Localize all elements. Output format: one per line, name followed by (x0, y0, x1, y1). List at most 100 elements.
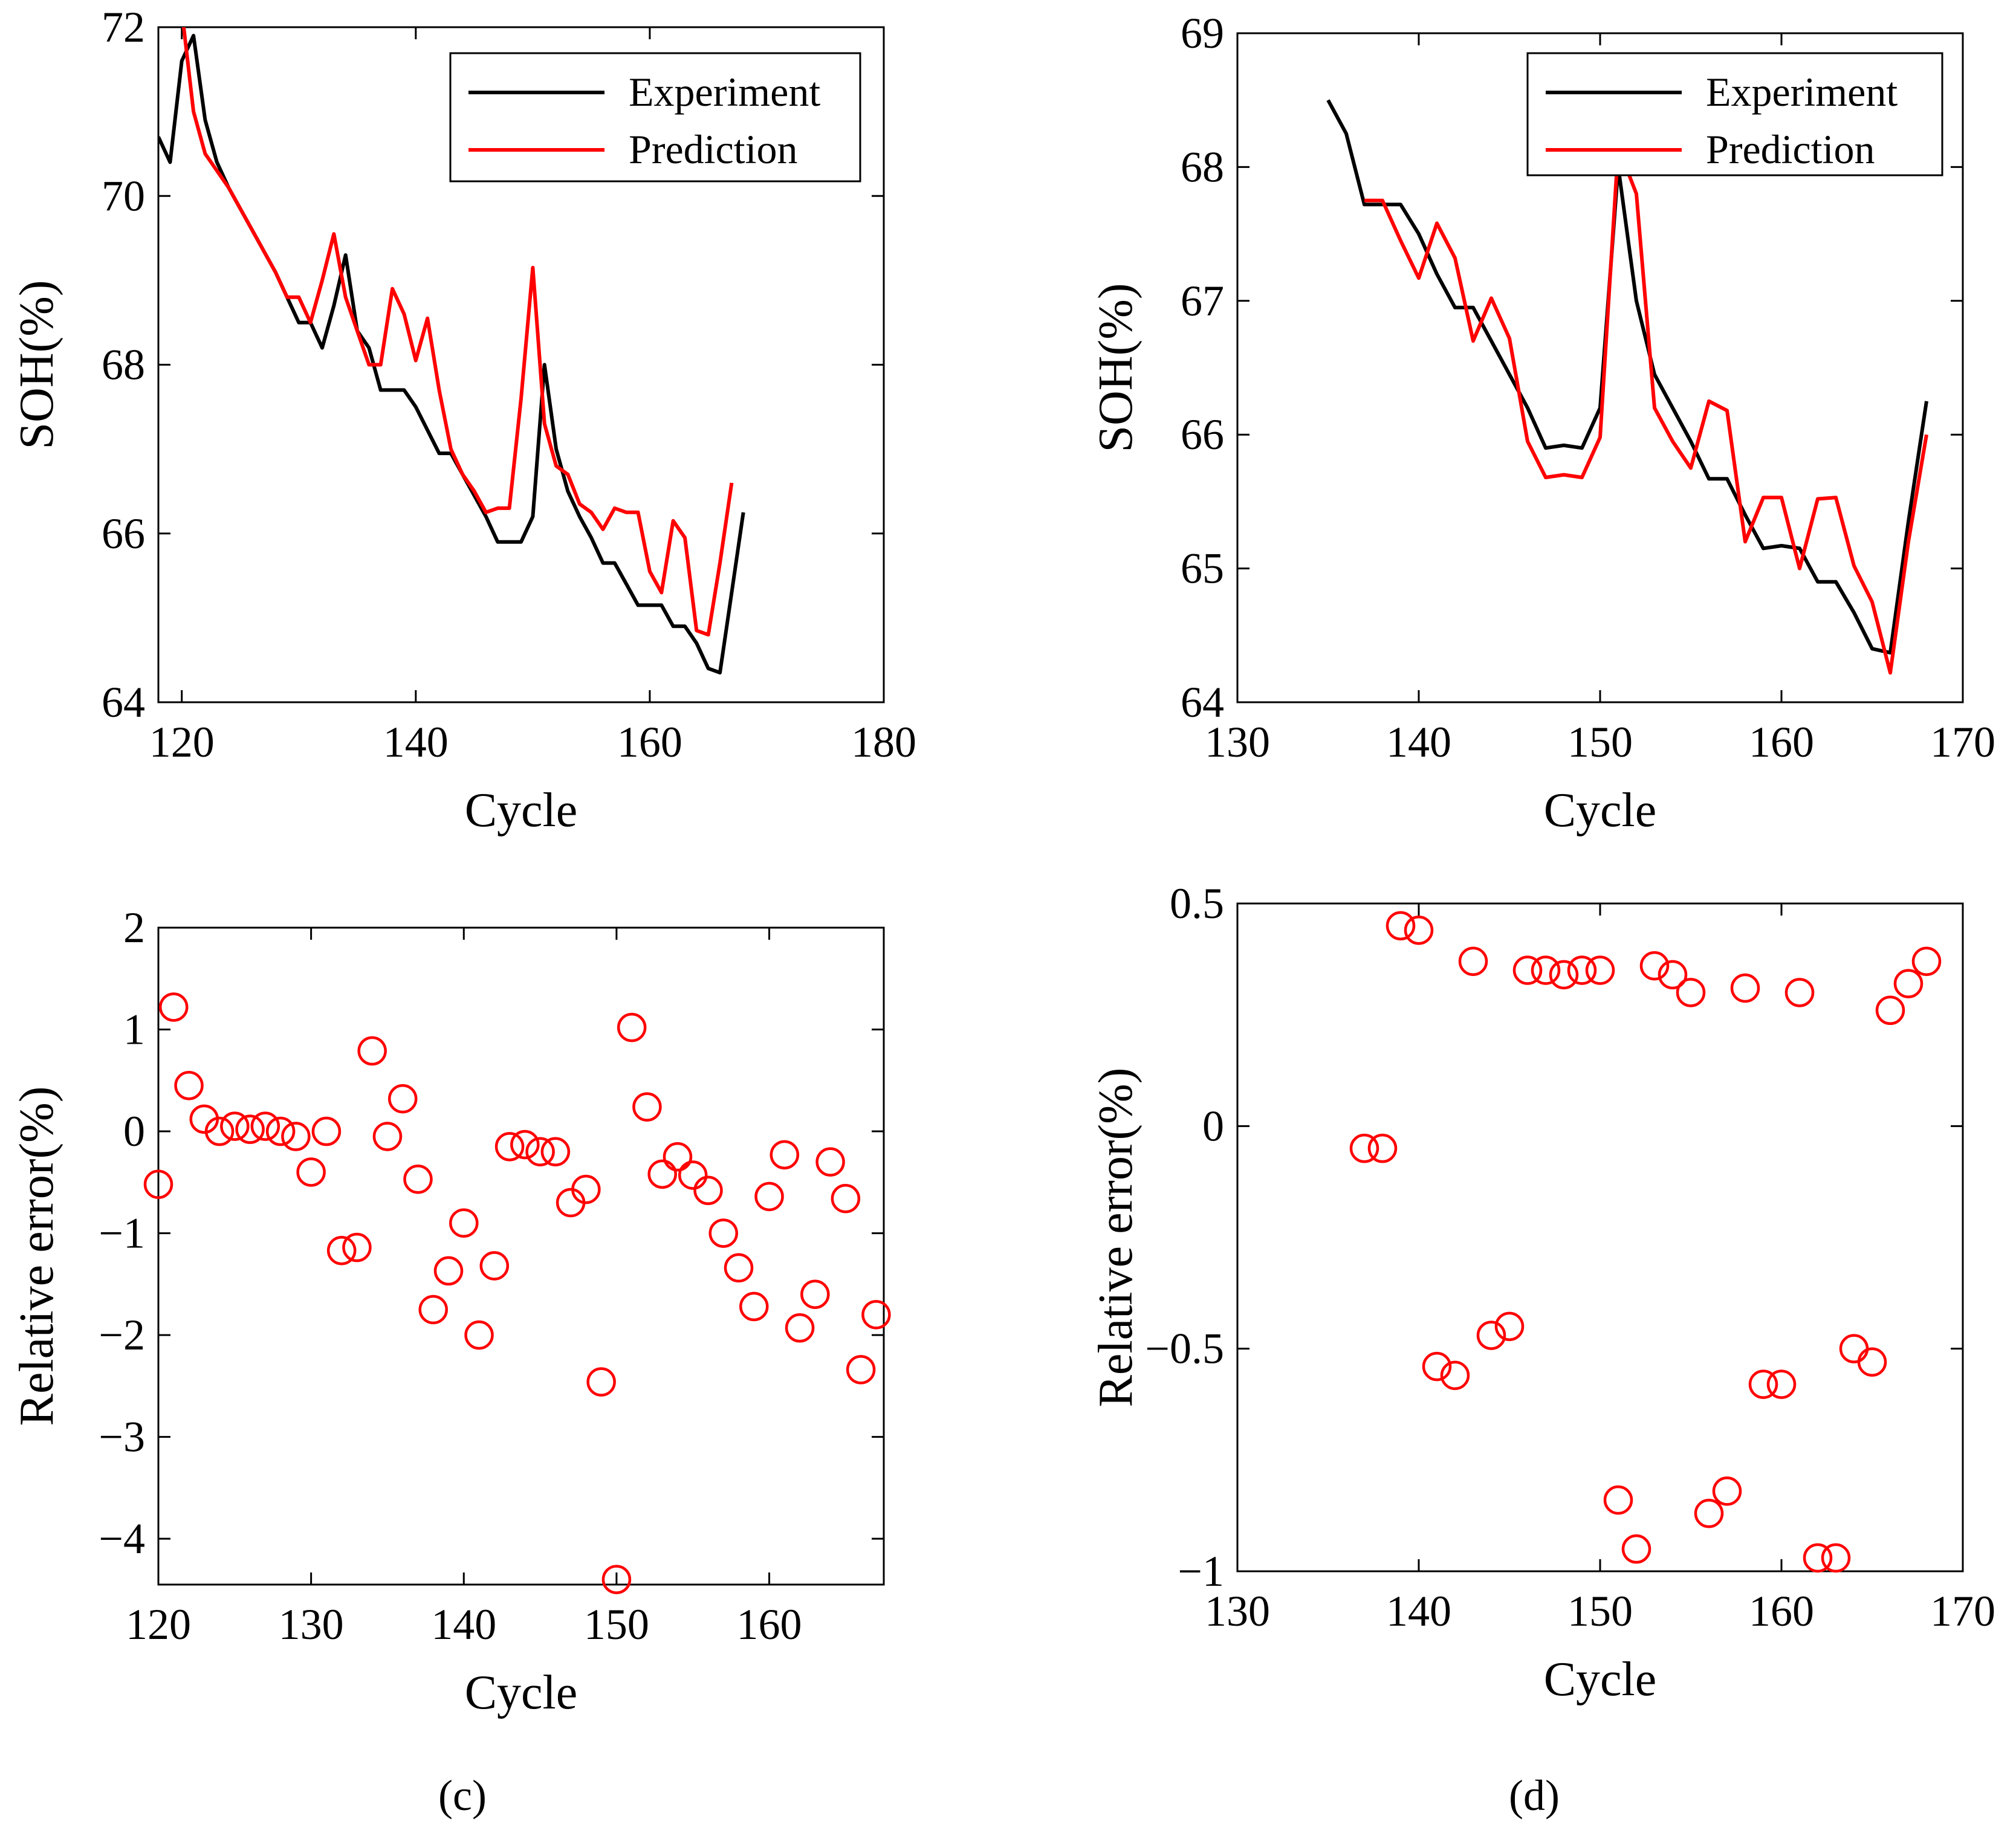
y-tick-label-d-3: 0.5 (1170, 879, 1224, 928)
y-axis-label-c: Relative error(%) (10, 1087, 63, 1426)
error-point-d-142 (1440, 1360, 1470, 1391)
series-line-b-prediction (1364, 145, 1928, 675)
error-point-c-124 (204, 1116, 235, 1146)
error-point-c-151 (617, 1012, 647, 1042)
error-point-d-151 (1603, 1485, 1633, 1515)
error-point-c-126 (235, 1114, 265, 1144)
x-tick-label-c-130: 130 (279, 1600, 344, 1649)
x-tick-label-b-140: 140 (1386, 718, 1451, 766)
x-tick-label-b-150: 150 (1567, 718, 1633, 766)
y-tick-label-d-1: −0.5 (1145, 1325, 1224, 1373)
y-tick-label-b-4: 68 (1181, 143, 1224, 191)
error-point-c-122 (174, 1070, 204, 1100)
error-point-d-150 (1585, 955, 1615, 985)
y-tick-label-d-2: 0 (1202, 1102, 1224, 1150)
error-point-d-149 (1567, 955, 1597, 985)
error-point-c-125 (220, 1111, 250, 1141)
error-point-d-168 (1911, 946, 1942, 977)
x-tick-label-c-120: 120 (126, 1600, 191, 1649)
caption-c: (c) (438, 1771, 487, 1820)
caption-d: (d) (1509, 1771, 1560, 1820)
legend-label-b-prediction: Prediction (1706, 126, 1875, 172)
error-point-c-145 (525, 1137, 555, 1167)
x-tick-label-a-180: 180 (851, 718, 916, 766)
legend-box-b (1526, 52, 1943, 176)
x-axis-label-b: Cycle (1544, 784, 1657, 837)
error-point-d-167 (1893, 969, 1924, 998)
y-axis-label-a: SOH(%) (10, 280, 63, 450)
error-point-c-158 (724, 1253, 754, 1283)
error-point-c-164 (815, 1147, 845, 1177)
legend-label-a-experiment: Experiment (629, 69, 820, 115)
error-point-c-161 (770, 1140, 800, 1170)
error-point-d-145 (1494, 1311, 1525, 1342)
y-tick-label-c-2: −2 (99, 1311, 145, 1359)
y-tick-label-a-4: 72 (102, 3, 145, 51)
error-point-d-147 (1531, 955, 1561, 985)
panel-b-soh-chart: 130 140 150 160 170 64 65 66 67 68 69 Cycle SOH(%) Ex… (1089, 9, 1995, 837)
y-tick-label-b-1: 65 (1181, 545, 1224, 593)
error-point-c-149 (586, 1367, 616, 1397)
error-point-d-158 (1730, 973, 1760, 1003)
x-axis-label-d: Cycle (1544, 1653, 1657, 1706)
error-point-d-152 (1621, 1534, 1651, 1564)
error-point-c-134 (357, 1036, 387, 1066)
y-tick-label-c-4: 0 (123, 1107, 145, 1155)
y-tick-label-a-0: 64 (102, 678, 145, 726)
error-point-c-135 (372, 1122, 403, 1151)
error-point-c-155 (678, 1160, 708, 1190)
error-point-d-146 (1512, 955, 1543, 985)
error-point-c-137 (403, 1165, 433, 1194)
y-tick-label-c-0: −4 (99, 1514, 145, 1563)
error-point-d-166 (1875, 995, 1905, 1026)
error-point-c-162 (785, 1313, 815, 1343)
error-point-c-120 (143, 1169, 173, 1199)
error-point-c-148 (571, 1174, 601, 1204)
error-point-d-163 (1821, 1543, 1851, 1573)
error-point-c-129 (281, 1122, 311, 1151)
y-tick-label-b-2: 66 (1181, 410, 1224, 459)
legend-label-b-experiment: Experiment (1706, 69, 1898, 115)
y-tick-label-a-3: 70 (102, 172, 145, 220)
error-point-d-156 (1694, 1498, 1724, 1528)
error-point-c-142 (479, 1251, 510, 1281)
error-point-c-157 (708, 1218, 738, 1248)
x-tick-label-d-140: 140 (1386, 1587, 1451, 1635)
x-axis-label-a: Cycle (465, 784, 578, 837)
error-point-d-143 (1458, 946, 1488, 977)
error-point-c-159 (739, 1291, 769, 1322)
x-tick-label-c-140: 140 (431, 1600, 496, 1649)
error-point-d-138 (1367, 1133, 1398, 1163)
x-tick-label-b-130: 130 (1205, 718, 1270, 766)
panel-d-relative-error-chart: 130 140 150 160 170 −1 −0.5 0 0.5 Cycle Relative e… (1089, 879, 1995, 1706)
error-point-c-131 (311, 1116, 342, 1146)
y-tick-label-c-1: −3 (99, 1413, 145, 1461)
error-point-c-138 (418, 1294, 448, 1325)
error-point-c-146 (540, 1137, 571, 1167)
error-point-c-136 (387, 1084, 418, 1114)
legend-box-a (449, 52, 861, 183)
error-point-c-166 (846, 1355, 876, 1385)
error-point-c-130 (296, 1157, 326, 1187)
error-point-d-162 (1803, 1543, 1833, 1573)
y-tick-label-b-3: 67 (1181, 277, 1224, 325)
error-point-c-156 (693, 1175, 723, 1206)
y-axis-label-b: SOH(%) (1089, 283, 1143, 453)
x-tick-label-a-160: 160 (617, 718, 682, 766)
error-point-c-127 (250, 1111, 280, 1141)
error-point-d-139 (1386, 911, 1416, 941)
error-point-c-128 (265, 1116, 296, 1146)
error-point-c-167 (861, 1300, 891, 1330)
x-tick-label-d-170: 170 (1930, 1587, 1995, 1635)
error-point-c-160 (754, 1181, 784, 1212)
y-tick-label-c-6: 2 (123, 903, 145, 952)
error-point-d-154 (1658, 960, 1688, 990)
error-point-d-137 (1349, 1133, 1379, 1163)
y-tick-label-a-2: 68 (102, 341, 145, 389)
y-tick-label-d-0: −1 (1178, 1547, 1224, 1595)
y-tick-label-c-3: −1 (99, 1209, 145, 1258)
x-axis-label-c: Cycle (465, 1666, 578, 1719)
error-point-d-141 (1422, 1351, 1452, 1382)
